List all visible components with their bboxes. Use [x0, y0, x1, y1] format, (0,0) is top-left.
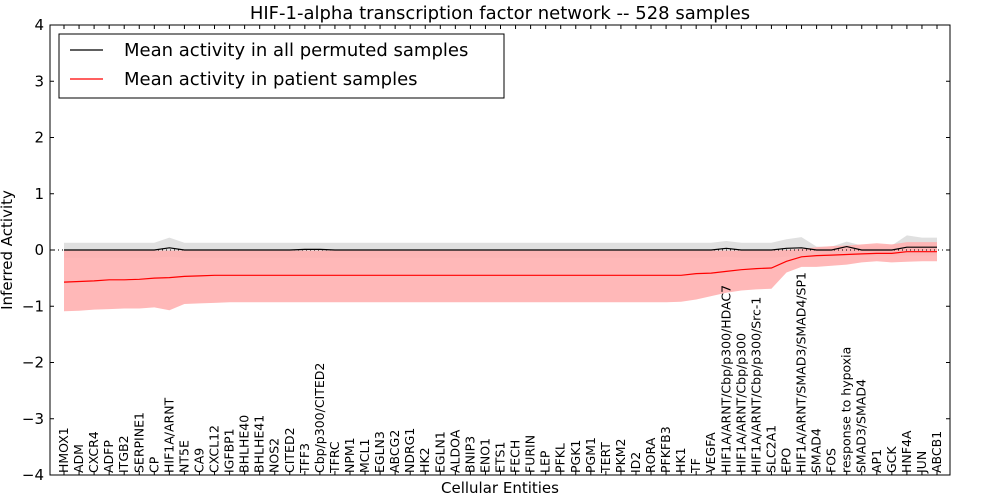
x-tick-label: FOS — [824, 448, 839, 473]
x-tick-label: RORA — [643, 437, 658, 473]
x-tick-label: CXCR4 — [86, 431, 101, 473]
x-tick-label: TF — [688, 458, 703, 474]
x-tick-label: EPO — [779, 448, 794, 473]
x-tick-label: TERT — [598, 442, 613, 474]
x-tick-label: HK1 — [673, 447, 688, 473]
x-tick-label: SERPINE1 — [131, 412, 146, 473]
legend-label-1: Mean activity in all permuted samples — [124, 40, 468, 61]
x-tick-label: PKM2 — [613, 439, 628, 473]
y-tick-label: −3 — [22, 410, 44, 428]
x-tick-label: FURIN — [523, 435, 538, 473]
y-tick-label: −4 — [22, 466, 44, 484]
x-tick-label: EGLN3 — [372, 431, 387, 473]
x-tick-label: TFF3 — [297, 443, 312, 474]
x-tick-label: LEP — [538, 450, 553, 473]
y-tick-label: 3 — [34, 72, 44, 90]
y-tick-label: 0 — [34, 241, 44, 259]
y-axis: −4 −3 −2 −1 0 1 2 3 4 — [22, 16, 950, 484]
x-tick-label: ID2 — [628, 452, 643, 473]
x-tick-label: TFRC — [327, 441, 342, 474]
x-tick-label: VEGFA — [703, 432, 718, 473]
x-tick-label: HNF4A — [899, 430, 914, 473]
x-tick-label: SLC2A1 — [763, 425, 778, 473]
x-tick-label: PGM1 — [583, 437, 598, 473]
x-tick-label: HIF1A/ARNT/SMAD3/SMAD4/SP1 — [794, 272, 809, 473]
y-tick-label: −2 — [22, 354, 44, 372]
x-tick-label: IGFBP1 — [222, 428, 237, 473]
x-axis: HMOX1 ADM CXCR4 ADFP ITGB2 SERPINE1 CP HIF1A/AR… — [56, 25, 944, 475]
line-series-1 — [64, 245, 937, 251]
x-tick-label: ABCB1 — [929, 431, 944, 473]
y-tick-label: 1 — [34, 185, 44, 203]
x-tick-label: SMAD3/SMAD4 — [854, 379, 869, 473]
x-tick-label: CA9 — [192, 448, 207, 473]
x-tick-label: HIF1A/ARNT/Cbp/p300/HDAC7 — [718, 285, 733, 473]
x-tick-label: NT5E — [176, 440, 191, 473]
y-tick-label: 2 — [34, 129, 44, 147]
x-tick-label: CP — [146, 456, 161, 473]
legend-label-2: Mean activity in patient samples — [124, 69, 418, 90]
x-tick-label: response to hypoxia — [839, 347, 854, 473]
confidence-bands — [64, 235, 937, 312]
x-axis-label: Cellular Entities — [441, 479, 559, 497]
x-tick-label: ADM — [71, 444, 86, 473]
x-tick-label: BHLHE41 — [252, 415, 267, 473]
x-tick-label: HIF1A/ARNT/Cbp/p300 — [733, 333, 748, 473]
x-tick-label: ALDOA — [447, 429, 462, 473]
y-tick-label: 4 — [34, 16, 44, 34]
x-tick-label: EGLN1 — [432, 431, 447, 473]
x-tick-label: NDRG1 — [402, 428, 417, 473]
x-tick-label: CITED2 — [282, 427, 297, 473]
legend-box — [58, 33, 505, 99]
x-tick-label: BNIP3 — [462, 436, 477, 473]
x-tick-label: NPM1 — [342, 437, 357, 473]
legend: Mean activity in all permuted samples Mea… — [58, 33, 505, 99]
x-tick-label: PGK1 — [568, 440, 583, 473]
line-series-2 — [63, 251, 937, 283]
x-tick-label: ABCG2 — [387, 430, 402, 473]
x-tick-label: SMAD4 — [809, 428, 824, 473]
x-tick-label: HK2 — [417, 447, 432, 473]
x-tick-label: HIF1A/ARNT — [161, 397, 176, 473]
x-tick-label: HMOX1 — [56, 427, 71, 473]
series-lines — [63, 245, 937, 283]
y-axis-label: Inferred Activity — [0, 190, 16, 310]
x-tick-label: ETS1 — [493, 442, 508, 473]
x-tick-label: Cbp/p300/CITED2 — [312, 363, 327, 473]
x-tick-label: NOS2 — [267, 438, 282, 473]
band-series-2 — [64, 242, 937, 312]
x-tick-label: ITGB2 — [116, 435, 131, 473]
x-tick-label: PFKL — [553, 443, 568, 473]
x-tick-label: ENO1 — [477, 438, 492, 473]
chart-title: HIF-1-alpha transcription factor network… — [250, 3, 750, 24]
x-tick-label: PFKFB3 — [658, 426, 673, 473]
x-tick-label: GCK — [884, 446, 899, 473]
x-tick-label: AP1 — [869, 449, 884, 473]
x-tick-label: FECH — [508, 440, 523, 473]
x-tick-label: JUN — [914, 451, 929, 474]
x-tick-label: CXCL12 — [207, 425, 222, 473]
x-tick-label: ADFP — [101, 440, 116, 473]
x-tick-label: BHLHE40 — [237, 415, 252, 473]
x-tick-label: MCL1 — [357, 439, 372, 473]
y-tick-label: −1 — [22, 297, 44, 315]
x-tick-label: HIF1A/ARNT/Cbp/p300/Src-1 — [748, 297, 763, 473]
